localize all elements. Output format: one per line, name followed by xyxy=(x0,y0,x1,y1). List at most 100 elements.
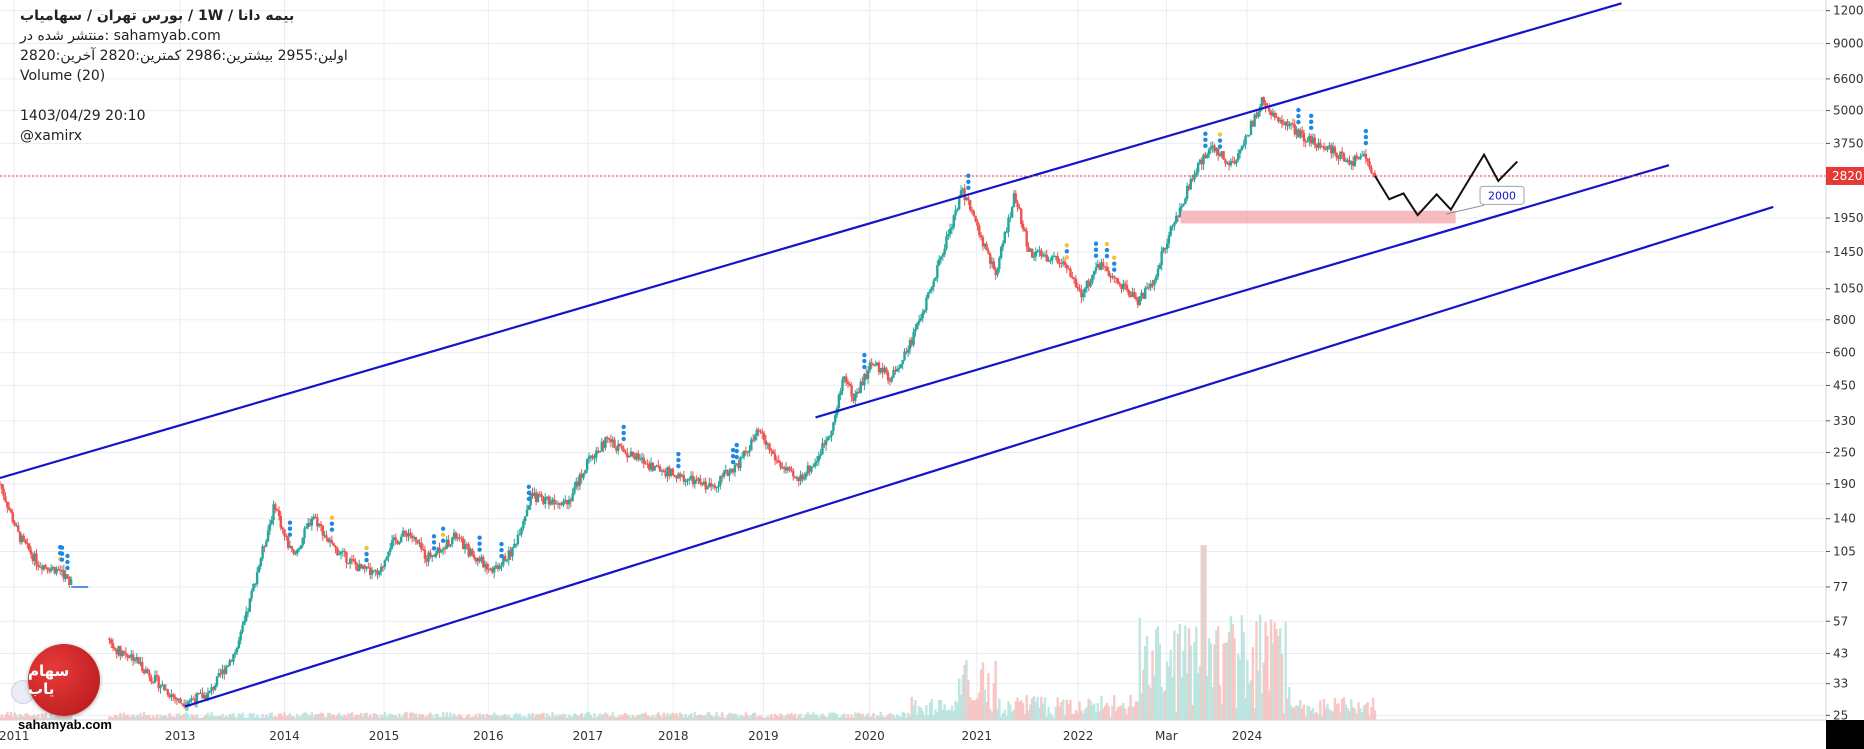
candle-body xyxy=(1213,145,1216,152)
volume-bar xyxy=(325,717,328,720)
volume-bar xyxy=(201,717,204,720)
candle-body xyxy=(567,499,571,505)
candle-body xyxy=(979,235,983,238)
volume-bar xyxy=(1340,698,1344,720)
candle-body xyxy=(775,460,779,462)
candle-body xyxy=(190,698,193,701)
signal-dot xyxy=(287,526,293,531)
time-tick-label: 2011 xyxy=(0,729,29,743)
time-tick-label: 2018 xyxy=(658,729,689,743)
support-zone[interactable] xyxy=(1180,210,1456,224)
candle-body xyxy=(1286,121,1289,127)
candle-body xyxy=(569,499,572,502)
symbol-title[interactable]: بیمه دانا / 1W / بورس تهران / سهامیاب xyxy=(20,8,295,24)
volume-bar xyxy=(330,714,334,720)
candle-body xyxy=(471,549,474,555)
candle-body xyxy=(578,474,582,486)
candle-body xyxy=(989,253,992,264)
candle-body xyxy=(1120,284,1123,290)
volume-bar xyxy=(640,713,644,720)
volume-bar xyxy=(334,716,337,720)
volume-bar xyxy=(886,714,890,720)
candle-body xyxy=(310,518,314,526)
candle-body xyxy=(1085,280,1089,289)
volume-bar xyxy=(613,716,616,720)
volume-bar xyxy=(751,713,755,720)
volume-bar xyxy=(387,714,390,720)
candle-body xyxy=(981,237,985,247)
price-axis[interactable]: 1200090006600500037502820195014501050800… xyxy=(1825,0,1864,749)
time-axis[interactable]: 2011 2013 2014 2015 2016 2017 2018 2019 2020 2021… xyxy=(0,719,1864,749)
volume-bar xyxy=(1061,699,1065,720)
candle-body xyxy=(1030,248,1034,258)
channel-upper-line xyxy=(0,2,1622,480)
volume-bar xyxy=(1003,709,1007,720)
volume-bar xyxy=(1175,712,1178,720)
signal-dot xyxy=(364,557,369,563)
candle-body xyxy=(339,551,343,554)
candle-body xyxy=(407,532,410,537)
volume-bar xyxy=(762,717,766,720)
volume-bar xyxy=(1074,710,1078,720)
volume-bar xyxy=(306,714,310,720)
volume-bar xyxy=(272,716,275,720)
volume-bar xyxy=(1319,700,1322,720)
volume-bar xyxy=(347,713,350,720)
volume-bar xyxy=(1277,636,1280,720)
logo-text: سهام یاب xyxy=(28,662,70,698)
volume-bar xyxy=(930,698,934,720)
volume-bar xyxy=(449,712,452,720)
candle-body xyxy=(133,660,137,662)
candle-body xyxy=(1156,268,1160,277)
annotation-label[interactable]: 2000 xyxy=(1446,185,1525,215)
candle-body xyxy=(1147,287,1151,289)
volume-bar xyxy=(1105,702,1109,720)
volume-bar xyxy=(1304,716,1307,720)
forecast-path[interactable] xyxy=(1374,152,1518,217)
candle-body xyxy=(937,259,941,266)
volume-bar xyxy=(358,715,361,720)
candle-body xyxy=(843,376,846,380)
candle-body xyxy=(1227,162,1231,166)
volume-bar xyxy=(491,715,494,720)
volume-bar xyxy=(469,717,472,720)
volume-bar xyxy=(1136,702,1140,720)
volume-bar xyxy=(268,713,272,720)
channel-lines[interactable] xyxy=(0,2,1826,708)
candle-body xyxy=(573,487,576,494)
volume-bar xyxy=(1140,693,1143,720)
volume-bar xyxy=(35,716,38,720)
candle-body xyxy=(522,521,525,528)
candle-body xyxy=(613,439,616,448)
candle-body xyxy=(841,379,844,391)
volume-bar xyxy=(770,713,773,720)
candle-body xyxy=(651,462,655,471)
candle-body xyxy=(113,647,117,649)
volume-bar xyxy=(1350,699,1353,720)
candle-body xyxy=(290,545,293,550)
volume-bar xyxy=(772,717,775,720)
signal-dot xyxy=(1104,241,1110,247)
candle-body xyxy=(1107,270,1110,276)
candle-body xyxy=(379,566,383,572)
volume-bar xyxy=(137,715,140,720)
channel-middle-line xyxy=(815,164,1670,419)
volume-indicator-label[interactable]: Volume (20) xyxy=(20,68,106,84)
volume-bar xyxy=(1357,702,1360,720)
volume-bar xyxy=(720,712,724,720)
volume-bar xyxy=(642,713,645,720)
signal-dot xyxy=(862,358,867,364)
signal-dot xyxy=(1112,255,1117,260)
volume-bar xyxy=(879,712,883,720)
volume-bar xyxy=(1361,712,1364,720)
volume-bar xyxy=(1058,706,1061,720)
volume-bar xyxy=(848,717,852,720)
candle-body xyxy=(806,465,810,474)
signal-dot xyxy=(966,179,971,184)
signal-dot xyxy=(1104,247,1110,253)
volume-bar xyxy=(166,717,169,720)
volume-bar xyxy=(901,712,904,720)
candle-body xyxy=(803,477,806,480)
volume-bar xyxy=(635,716,638,720)
